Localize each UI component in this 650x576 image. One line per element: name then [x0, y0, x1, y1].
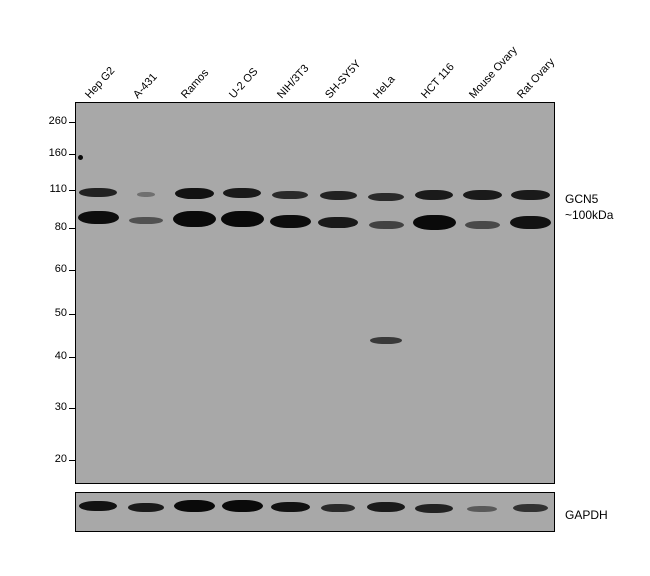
blot-band: [174, 500, 215, 512]
mw-marker-label: 260: [37, 115, 67, 127]
lane-label: Ramos: [179, 67, 211, 101]
lane-label: HCT 116: [419, 61, 457, 101]
blot-band: [510, 216, 551, 229]
blot-band: [270, 215, 311, 228]
lane-label: Hep G2: [83, 65, 117, 101]
blot-band: [513, 504, 548, 512]
lane-label: Mouse Ovary: [467, 44, 520, 101]
blot-band: [320, 191, 357, 200]
mw-marker-label: 50: [37, 307, 67, 319]
mw-tick: [69, 228, 75, 229]
blot-band: [173, 211, 216, 227]
mw-marker-label: 30: [37, 401, 67, 413]
blot-band: [511, 190, 550, 200]
blot-band: [368, 193, 404, 201]
blot-band: [272, 191, 308, 199]
mw-marker-label: 160: [37, 147, 67, 159]
blot-band: [271, 502, 310, 512]
blot-band: [79, 188, 117, 197]
mw-tick: [69, 357, 75, 358]
blot-band: [223, 188, 261, 198]
mw-marker-label: 80: [37, 221, 67, 233]
side-label: GAPDH: [565, 508, 608, 522]
mw-tick: [69, 270, 75, 271]
ladder-dot: [78, 155, 83, 160]
blot-band: [321, 504, 355, 512]
blot-band: [463, 190, 502, 200]
lane-label: SH-SY5Y: [323, 58, 363, 101]
lane-label: U-2 OS: [227, 66, 260, 101]
blot-band: [369, 221, 404, 229]
mw-tick: [69, 314, 75, 315]
blot-band: [79, 501, 117, 511]
main-blot-panel: [75, 102, 555, 484]
blot-band: [78, 211, 119, 224]
mw-marker-label: 20: [37, 453, 67, 465]
blot-band: [128, 503, 164, 512]
mw-tick: [69, 408, 75, 409]
lane-label: Rat Ovary: [515, 56, 557, 101]
blot-band: [367, 502, 405, 512]
mw-tick: [69, 122, 75, 123]
lane-label: NIH/3T3: [275, 63, 311, 101]
mw-tick: [69, 460, 75, 461]
lane-label: A-431: [131, 71, 160, 101]
blot-band: [129, 217, 163, 224]
mw-marker-label: 60: [37, 263, 67, 275]
side-label: ~100kDa: [565, 208, 613, 222]
blot-band: [222, 500, 263, 512]
mw-marker-label: 40: [37, 350, 67, 362]
blot-band: [137, 192, 155, 197]
lane-label: HeLa: [371, 73, 398, 101]
blot-band: [175, 188, 214, 199]
blot-band: [318, 217, 358, 228]
blot-band: [465, 221, 500, 229]
blot-band: [467, 506, 497, 512]
blot-band: [413, 215, 456, 230]
gapdh-blot-panel: [75, 492, 555, 532]
blot-band: [370, 337, 402, 344]
mw-marker-label: 110: [37, 183, 67, 195]
blot-band: [415, 190, 453, 200]
blot-band: [221, 211, 264, 227]
mw-tick: [69, 154, 75, 155]
side-label: GCN5: [565, 192, 598, 206]
blot-band: [415, 504, 453, 513]
mw-tick: [69, 190, 75, 191]
